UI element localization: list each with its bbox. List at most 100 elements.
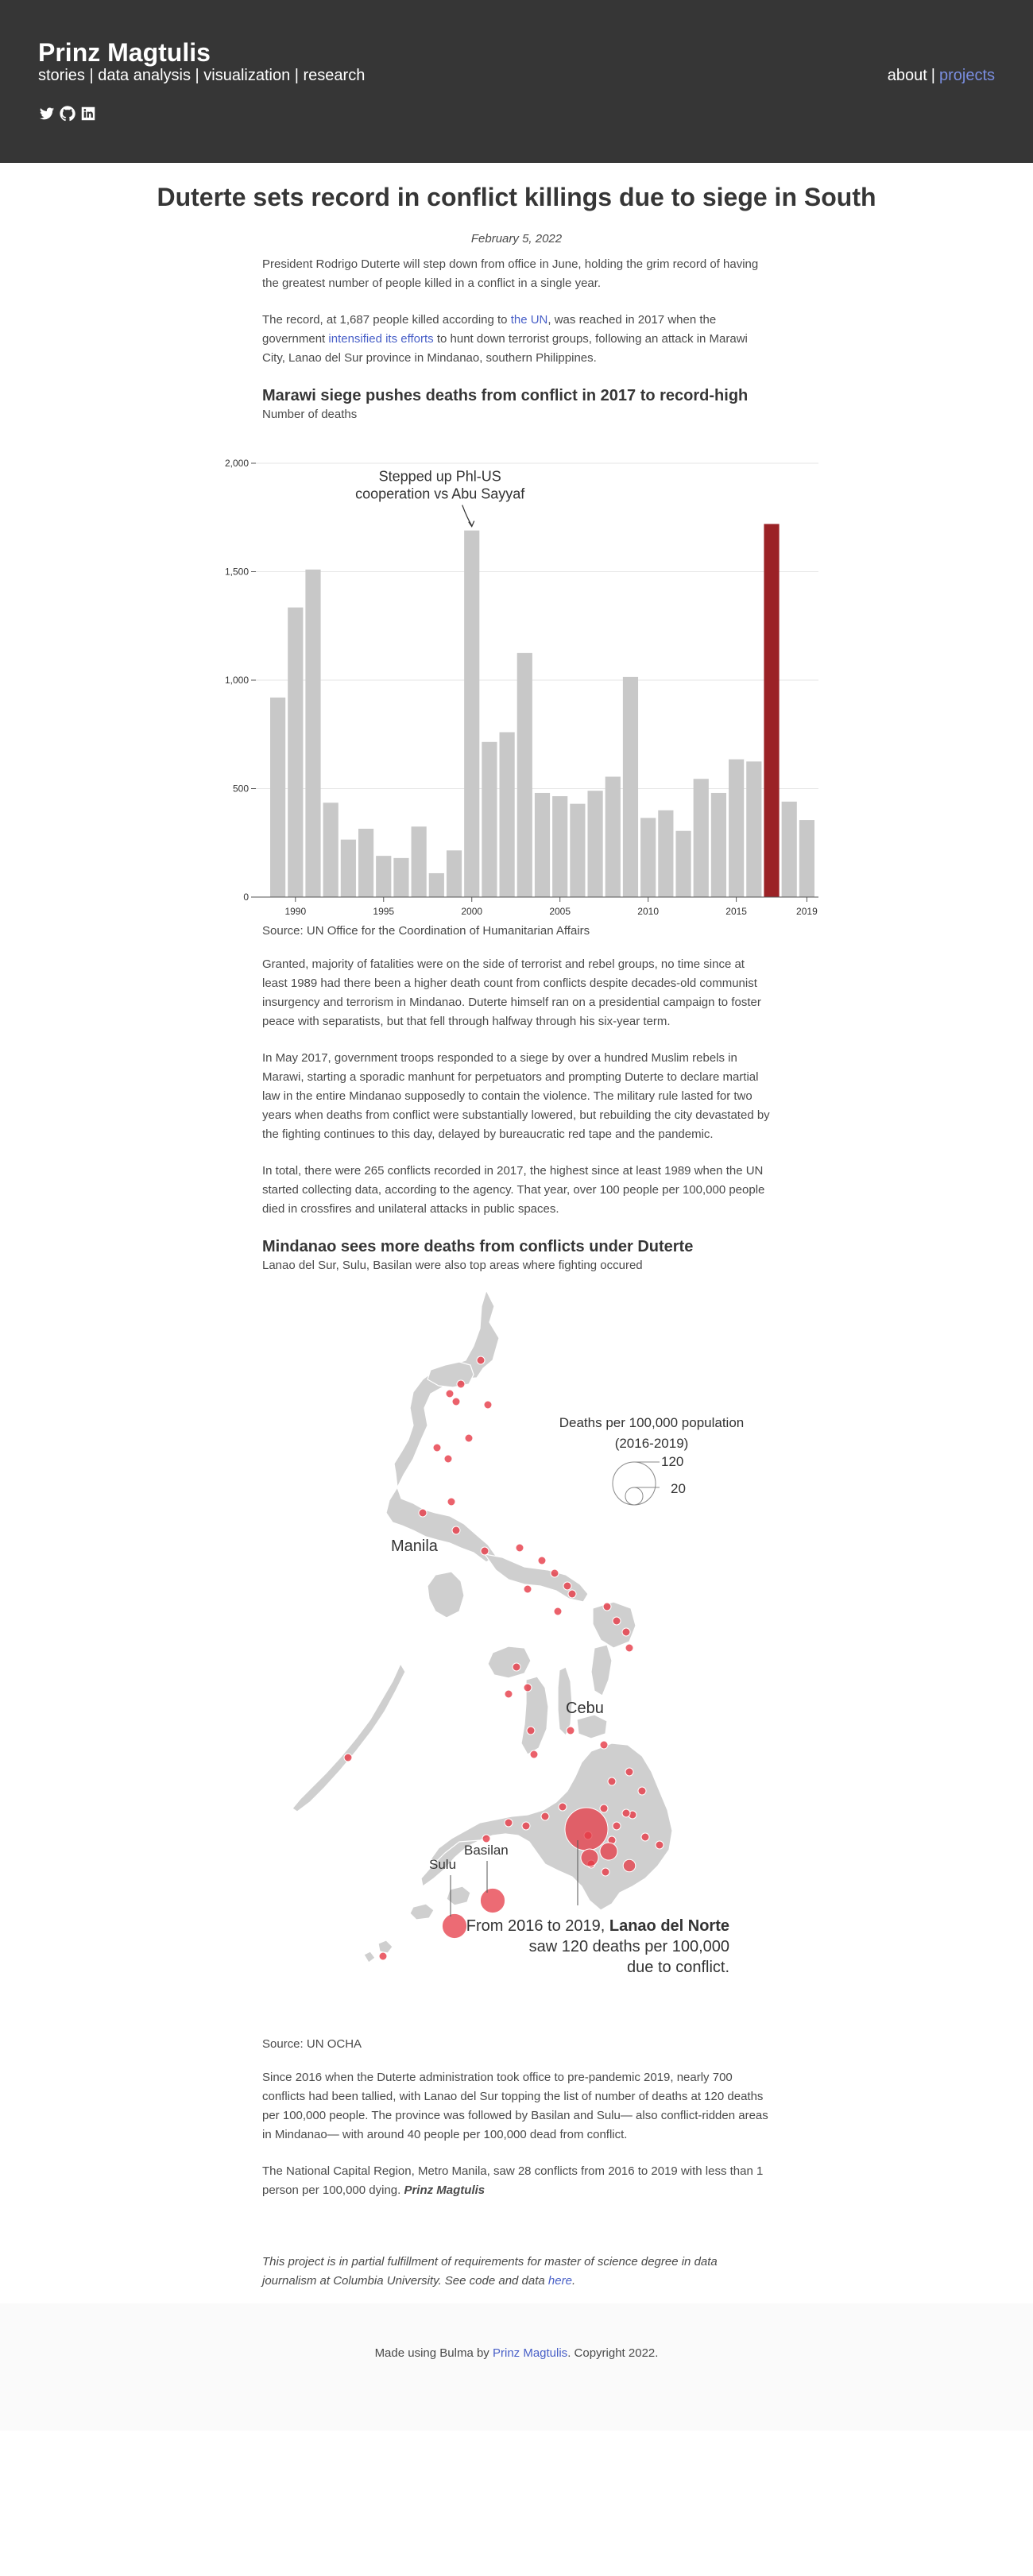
bar-2006 [570, 803, 586, 897]
un-link[interactable]: the UN [510, 313, 548, 327]
bar-2016 [746, 761, 762, 897]
negros-shape [520, 1676, 549, 1755]
label-manila: Manila [391, 1537, 439, 1555]
paragraph-6: Since 2016 when the Duterte administrati… [262, 2071, 768, 2141]
paragraph-7-text: The National Capital Region, Metro Manil… [262, 2164, 764, 2197]
province-bubble [443, 1454, 453, 1464]
callout-bold: Lanao del Norte [609, 1917, 729, 1935]
paragraph-1: President Rodrigo Duterte will step down… [262, 257, 759, 290]
footer-author-link[interactable]: Prinz Magtulis [492, 2346, 568, 2360]
province-bubble [378, 1951, 388, 1961]
footnote-end: . [571, 2274, 576, 2288]
linkedin-icon[interactable] [79, 105, 97, 122]
deaths-bar-chart: 0 500 1,000 1,500 2,000 1990 1995 2000 2005 2010… [0, 424, 1033, 924]
province-bubble [625, 1643, 634, 1653]
province-bubble [432, 1443, 442, 1452]
bar-1999 [446, 850, 462, 897]
sulu-shape [409, 1903, 435, 1920]
bar-2003 [516, 652, 532, 897]
paragraph-2-part-c: to hunt down terrorist groups, following… [262, 332, 748, 365]
bar-2004 [534, 792, 551, 897]
luzon-shape [385, 1289, 500, 1563]
province-bubble [550, 1568, 559, 1578]
province-bubble [612, 1821, 621, 1831]
callout-prefix: From 2016 to 2019, [466, 1917, 609, 1935]
bar-2002 [499, 732, 515, 897]
mindanao-shape [429, 1742, 673, 1911]
site-footer: Made using Bulma by Prinz Magtulis. Copy… [0, 2303, 1033, 2431]
province-bubble [640, 1832, 650, 1842]
annotation-arrow [462, 505, 473, 526]
bar-1994 [358, 829, 374, 897]
province-bubble [456, 1379, 466, 1389]
land-shapes [292, 1289, 673, 1963]
signature: Prinz Magtulis [404, 2183, 486, 2197]
bar-2009 [622, 676, 639, 897]
province-bubble [529, 1750, 539, 1759]
site-subtitle: stories | data analysis | visualization … [38, 67, 366, 84]
province-bubble [621, 1808, 631, 1818]
site-title[interactable]: Prinz Magtulis [38, 38, 211, 67]
province-bubble [566, 1726, 575, 1735]
province-bubble [504, 1818, 513, 1828]
province-bubble [521, 1821, 531, 1831]
twitter-icon[interactable] [38, 105, 56, 122]
map-title: Mindanao sees more deaths from conflicts… [262, 1238, 694, 1255]
footer-prefix: Made using Bulma by [374, 2346, 493, 2360]
callout-line-1: From 2016 to 2019, Lanao del Norte [466, 1917, 729, 1935]
province-bubble [526, 1726, 536, 1735]
province-bubble [563, 1581, 572, 1591]
paragraph-5: In total, there were 265 conflicts recor… [262, 1164, 765, 1216]
article-date: February 5, 2022 [470, 232, 563, 246]
github-icon[interactable] [59, 105, 76, 122]
province-bubble [540, 1812, 550, 1821]
map-svg: Deaths per 100,000 population (2016-2019)… [292, 1289, 744, 1976]
legend-circle-small [625, 1487, 644, 1506]
footer-suffix: . Copyright 2022. [567, 2346, 659, 2360]
luzon-northern-tip [427, 1361, 474, 1388]
intensified-efforts-link[interactable]: intensified its efforts [328, 332, 434, 346]
province-bubble [504, 1689, 513, 1699]
tawitawi-shape [377, 1940, 393, 1954]
bar-2012 [675, 830, 691, 897]
bubble-basilan [479, 1887, 506, 1914]
province-bubble [515, 1543, 524, 1553]
philippines-bubble-map: Deaths per 100,000 population (2016-2019)… [0, 1274, 1033, 2037]
chart1-title: Marawi siege pushes deaths from conflict… [262, 387, 749, 404]
leyte-shape [590, 1644, 613, 1696]
bar-2018 [781, 801, 797, 897]
province-bubble [537, 1556, 547, 1565]
bar-2013 [693, 779, 709, 897]
y-tick-label: 0 [243, 892, 249, 903]
bicol-shape [483, 1553, 589, 1603]
x-tick-label: 2005 [549, 906, 571, 917]
x-tick-label: 2015 [725, 906, 747, 917]
x-tick-label: 1995 [373, 906, 394, 917]
palawan-shape [292, 1662, 406, 1812]
nav-about[interactable]: about [887, 67, 927, 84]
province-bubble [523, 1683, 532, 1692]
legend-value-small: 20 [671, 1481, 686, 1496]
bubble-sulu [441, 1913, 468, 1940]
bar-2007 [587, 791, 603, 897]
y-tick-label: 1,500 [225, 567, 249, 578]
closing-section: Source: UN OCHA Since 2016 when the Dute… [262, 2037, 771, 2291]
y-tick-label: 2,000 [225, 458, 249, 469]
bar-2017 [764, 524, 780, 897]
province-bubble [523, 1584, 532, 1594]
bar-1997 [411, 826, 427, 897]
x-tick-label: 2010 [637, 906, 659, 917]
province-bubble [464, 1433, 474, 1443]
basilan-shape [446, 1886, 471, 1906]
bubble-bukidnon [599, 1842, 618, 1861]
code-data-link[interactable]: here [547, 2274, 572, 2288]
bar-1989 [270, 697, 286, 897]
social-links [38, 105, 97, 122]
map-subtitle: Lanao del Sur, Sulu, Basilan were also t… [262, 1259, 643, 1272]
nav-projects[interactable]: projects [938, 67, 995, 84]
province-bubble [553, 1607, 563, 1616]
tawitawi-shape-2 [363, 1951, 376, 1963]
province-bubble [558, 1802, 567, 1812]
legend-value-large: 120 [661, 1454, 683, 1469]
province-bubble [483, 1400, 493, 1410]
